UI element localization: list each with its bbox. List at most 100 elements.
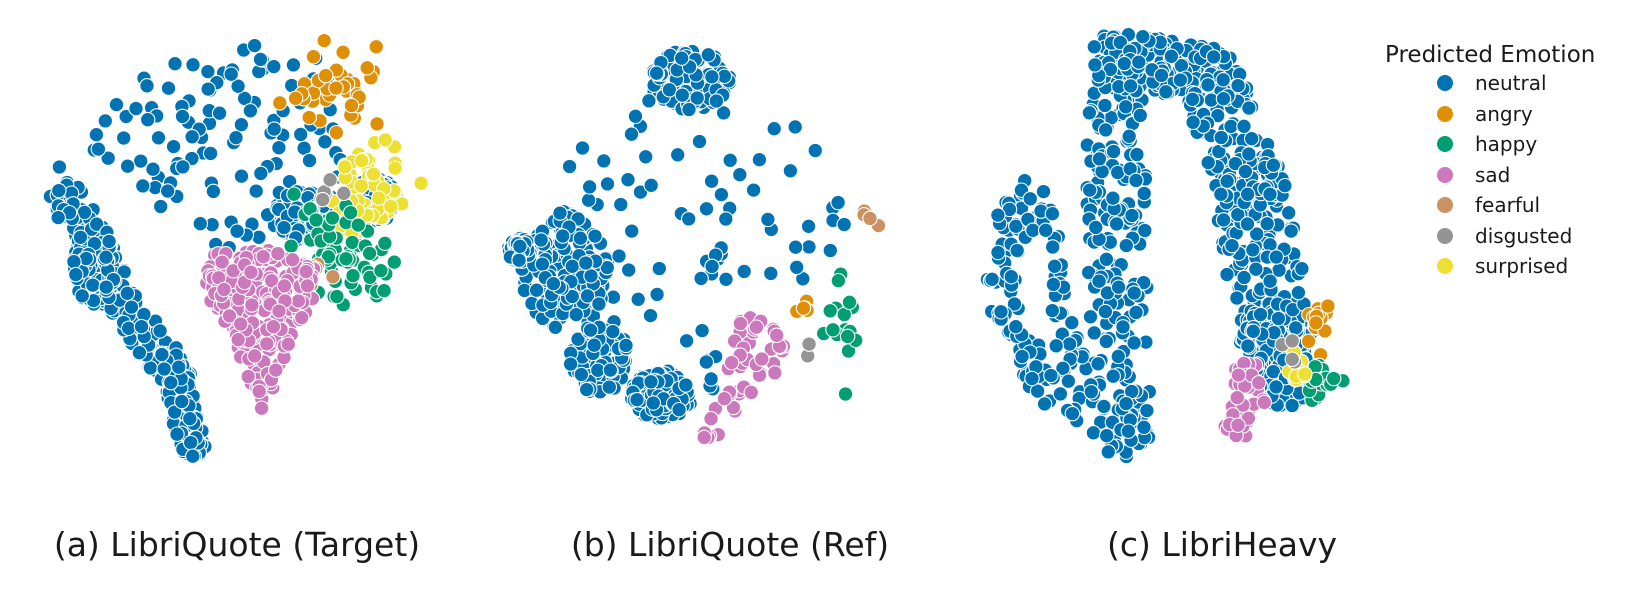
scatter-point-neutral xyxy=(1081,182,1098,198)
scatter-point-neutral xyxy=(1009,242,1025,259)
legend: Predicted Emotion neutral angry happy sa… xyxy=(1385,42,1595,282)
scatter-point-neutral xyxy=(801,239,817,255)
scatter-point-neutral xyxy=(1115,319,1131,335)
scatter-point-neutral xyxy=(1098,251,1115,268)
scatter-point-neutral xyxy=(182,410,198,427)
scatter-point-neutral xyxy=(1128,172,1144,189)
scatter-point-neutral xyxy=(1091,151,1108,167)
scatter-point-neutral xyxy=(704,258,720,275)
scatter-point-happy xyxy=(320,249,337,265)
scatter-point-neutral xyxy=(1044,239,1061,255)
scatter-point-neutral xyxy=(1098,333,1115,350)
scatter-point-neutral xyxy=(229,223,245,239)
scatter-point-neutral xyxy=(1215,90,1232,107)
scatter-point-neutral xyxy=(119,285,136,302)
scatter-point-neutral xyxy=(570,331,586,347)
scatter-point-sad xyxy=(1230,367,1247,383)
scatter-point-sad xyxy=(240,368,256,385)
scatter-point-neutral xyxy=(242,103,259,119)
scatter-point-neutral xyxy=(718,211,734,227)
scatter-point-happy xyxy=(350,217,367,233)
scatter-point-happy xyxy=(342,204,359,221)
scatter-point-neutral xyxy=(1090,356,1106,372)
scatter-point-sad xyxy=(259,336,275,352)
scatter-point-neutral xyxy=(1008,318,1024,335)
scatter-point-neutral xyxy=(1096,398,1112,415)
scatter-point-happy xyxy=(822,303,838,319)
scatter-point-sad xyxy=(243,264,259,281)
scatter-point-neutral xyxy=(1118,395,1134,412)
scatter-point-neutral xyxy=(1239,216,1256,232)
scatter-point-surprised xyxy=(413,175,429,191)
scatter-point-neutral xyxy=(131,344,148,361)
scatter-point-neutral xyxy=(568,306,584,323)
scatter-point-neutral xyxy=(674,87,691,103)
scatter-point-neutral xyxy=(1105,190,1121,206)
scatter-point-neutral xyxy=(637,149,654,165)
scatter-point-neutral xyxy=(620,262,637,278)
legend-label: disgusted xyxy=(1475,223,1573,248)
scatter-point-neutral xyxy=(174,393,190,410)
scatter-point-neutral xyxy=(1230,206,1246,223)
scatter-point-sad xyxy=(1256,394,1273,411)
legend-label: surprised xyxy=(1475,254,1569,279)
scatter-point-neutral xyxy=(1100,444,1117,460)
scatter-point-neutral xyxy=(511,252,527,268)
scatter-point-neutral xyxy=(830,194,846,211)
scatter-point-sad xyxy=(280,336,297,352)
scatter-point-neutral xyxy=(547,319,564,336)
scatter-point-neutral xyxy=(618,337,634,354)
scatter-point-neutral xyxy=(135,178,151,194)
scatter-point-neutral xyxy=(990,244,1006,261)
scatter-point-neutral xyxy=(718,271,734,288)
scatter-point-sad xyxy=(1229,389,1245,406)
scatter-point-neutral xyxy=(51,159,68,175)
scatter-point-neutral xyxy=(562,356,579,372)
scatter-point-neutral xyxy=(713,186,730,203)
scatter-point-sad xyxy=(1251,375,1267,391)
scatter-point-neutral xyxy=(704,69,720,85)
scatter-point-neutral xyxy=(807,142,824,159)
scatter-point-neutral xyxy=(1029,383,1046,399)
scatter-point-neutral xyxy=(678,377,694,393)
scatter-point-angry xyxy=(301,109,317,126)
scatter-point-neutral xyxy=(1236,118,1252,135)
scatter-point-neutral xyxy=(582,322,599,338)
scatter-point-angry xyxy=(1300,333,1317,350)
panel-a-title: (a) LibriQuote (Target) xyxy=(53,525,421,564)
scatter-point-neutral xyxy=(1153,67,1170,84)
scatter-point-neutral xyxy=(1014,348,1030,365)
scatter-point-surprised xyxy=(383,198,399,215)
scatter-point-neutral xyxy=(50,209,66,226)
scatter-point-neutral xyxy=(1136,185,1152,202)
scatter-point-neutral xyxy=(661,82,678,98)
scatter-point-neutral xyxy=(317,134,333,150)
scatter-point-fearful xyxy=(862,210,878,227)
scatter-point-neutral xyxy=(175,159,191,175)
scatter-point-neutral xyxy=(1280,205,1297,221)
scatter-point-neutral xyxy=(200,63,216,80)
scatter-point-neutral xyxy=(1158,84,1174,100)
scatter-point-neutral xyxy=(230,78,246,94)
scatter-point-neutral xyxy=(745,182,762,198)
scatter-point-neutral xyxy=(88,126,105,143)
scatter-point-happy xyxy=(286,186,302,202)
legend-marker-neutral xyxy=(1437,75,1453,92)
scatter-point-neutral xyxy=(266,58,282,75)
scatter-point-neutral xyxy=(751,151,768,168)
scatter-point-neutral xyxy=(228,129,244,146)
scatter-point-neutral xyxy=(693,270,709,287)
scatter-point-neutral xyxy=(1117,99,1134,115)
scatter-point-neutral xyxy=(694,322,710,339)
scatter-point-disgusted xyxy=(336,185,352,202)
legend-item-happy: happy xyxy=(1437,129,1595,160)
scatter-point-neutral xyxy=(1064,405,1081,422)
scatter-point-neutral xyxy=(534,256,551,272)
scatter-point-neutral xyxy=(223,66,239,82)
scatter-point-happy xyxy=(329,288,345,305)
scatter-point-neutral xyxy=(1230,77,1246,94)
scatter-point-sad xyxy=(221,308,238,324)
scatter-point-neutral xyxy=(1265,363,1282,380)
scatter-point-surprised xyxy=(353,178,369,194)
scatter-point-neutral xyxy=(1098,427,1115,444)
